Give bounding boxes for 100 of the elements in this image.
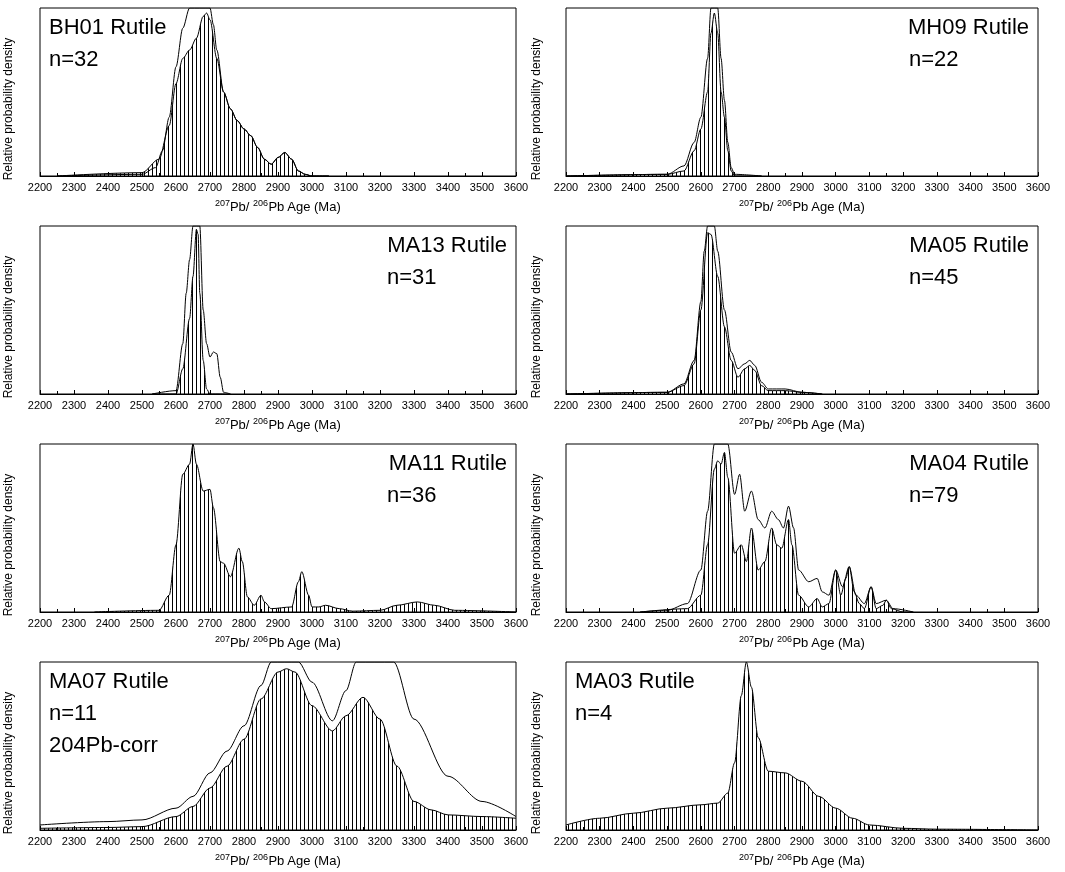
x-tick-label: 3100: [333, 616, 359, 629]
x-tick-label: 3000: [823, 180, 848, 193]
x-tick-label: 2500: [129, 834, 155, 847]
x-tick-label: 2700: [197, 398, 223, 411]
x-tick-label: 2600: [688, 834, 714, 847]
x-tick-label: 3400: [958, 180, 983, 193]
x-tick-label: 3000: [823, 398, 848, 411]
y-axis-title: Relative probability density: [1, 255, 15, 399]
x-tick-label: 2800: [231, 180, 257, 193]
x-tick-label: 3000: [299, 616, 325, 629]
x-tick-label: 2700: [722, 180, 747, 193]
x-tick-label: 2300: [587, 834, 612, 847]
x-tick-label: 3300: [401, 398, 427, 411]
x-tick-label: 2400: [621, 616, 646, 629]
x-tick-label: 3400: [435, 398, 461, 411]
x-tick-label: 2400: [95, 398, 121, 411]
x-tick-label: 2600: [163, 616, 189, 629]
x-tick-label: 3500: [469, 616, 495, 629]
x-tick-label: 2600: [163, 834, 189, 847]
x-tick-label: 3500: [992, 616, 1017, 629]
x-tick-label: 2400: [621, 834, 646, 847]
chart-title: MA11 Rutile: [388, 449, 508, 475]
x-tick-label: 2600: [163, 398, 189, 411]
x-tick-label: 3500: [992, 834, 1017, 847]
x-tick-label: 3200: [890, 398, 916, 411]
x-tick-label: 3300: [924, 616, 950, 629]
x-tick-label: 3600: [503, 616, 529, 629]
x-tick-label: 2200: [553, 834, 579, 847]
x-tick-label: 2500: [654, 616, 680, 629]
chart-title: BH01 Rutile: [49, 13, 167, 39]
x-tick-label: 2700: [197, 616, 223, 629]
x-tick-label: 2900: [789, 834, 815, 847]
x-tick-label: 2500: [129, 616, 155, 629]
x-tick-label: 3300: [401, 180, 427, 193]
x-tick-label: 3500: [992, 398, 1017, 411]
annotation: n=36: [387, 481, 437, 507]
annotation: 204Pb-corr: [49, 731, 158, 757]
x-tick-label: 2800: [756, 180, 781, 193]
y-axis-title: Relative probability density: [529, 473, 543, 617]
x-tick-label: 3500: [992, 180, 1017, 193]
x-tick-label: 2400: [95, 834, 121, 847]
x-tick-label: 2500: [654, 834, 680, 847]
x-tick-label: 3600: [1025, 616, 1051, 629]
x-tick-label: 3200: [890, 616, 916, 629]
x-tick-label: 3100: [857, 616, 882, 629]
x-tick-label: 3600: [503, 398, 529, 411]
x-tick-label: 2900: [789, 180, 815, 193]
x-tick-label: 3400: [958, 616, 983, 629]
x-tick-label: 3600: [1025, 398, 1051, 411]
x-tick-label: 2200: [553, 180, 579, 193]
x-tick-label: 2600: [688, 616, 714, 629]
x-tick-label: 3100: [333, 834, 359, 847]
x-tick-label: 3300: [401, 834, 427, 847]
x-tick-label: 3200: [367, 398, 393, 411]
x-tick-label: 3500: [469, 834, 495, 847]
x-tick-label: 2200: [27, 398, 53, 411]
x-tick-label: 2400: [95, 616, 121, 629]
annotation: n=11: [49, 699, 97, 725]
x-tick-label: 3300: [924, 834, 950, 847]
x-tick-label: 2400: [95, 180, 121, 193]
x-tick-label: 2300: [61, 616, 87, 629]
x-tick-label: 3400: [435, 834, 461, 847]
x-tick-label: 2700: [197, 180, 223, 193]
chart-title: MH09 Rutile: [907, 13, 1029, 39]
x-tick-label: 3100: [333, 398, 359, 411]
chart-title: MA05 Rutile: [909, 231, 1030, 257]
x-tick-label: 2900: [789, 616, 815, 629]
x-tick-label: 3200: [367, 180, 393, 193]
x-tick-label: 3600: [503, 834, 529, 847]
x-tick-label: 2800: [756, 398, 781, 411]
x-tick-label: 3600: [503, 180, 529, 193]
x-tick-label: 2600: [688, 180, 714, 193]
x-tick-label: 2200: [27, 616, 53, 629]
x-tick-label: 3300: [401, 616, 427, 629]
x-tick-label: 3000: [299, 834, 325, 847]
x-tick-label: 2500: [129, 398, 155, 411]
x-tick-label: 2700: [722, 834, 747, 847]
x-tick-label: 3000: [823, 834, 848, 847]
x-tick-label: 2600: [163, 180, 189, 193]
x-tick-label: 2800: [231, 398, 257, 411]
x-tick-label: 2300: [61, 398, 87, 411]
y-axis-title: Relative probability density: [1, 37, 15, 181]
x-tick-label: 3200: [367, 616, 393, 629]
x-tick-label: 2200: [553, 398, 579, 411]
x-tick-label: 2900: [265, 616, 291, 629]
annotation: n=45: [909, 263, 959, 289]
annotation: n=22: [909, 45, 959, 71]
x-tick-label: 2900: [265, 398, 291, 411]
x-tick-label: 3000: [823, 616, 848, 629]
x-tick-label: 3200: [890, 180, 916, 193]
annotation: n=32: [49, 45, 99, 71]
x-tick-label: 2300: [61, 834, 87, 847]
x-tick-label: 2400: [621, 398, 646, 411]
x-tick-label: 2800: [756, 616, 781, 629]
x-tick-label: 2500: [654, 398, 680, 411]
x-tick-label: 2800: [231, 616, 257, 629]
x-tick-label: 2500: [129, 180, 155, 193]
x-tick-label: 3100: [333, 180, 359, 193]
x-tick-label: 2200: [27, 834, 53, 847]
x-tick-label: 2300: [61, 180, 87, 193]
